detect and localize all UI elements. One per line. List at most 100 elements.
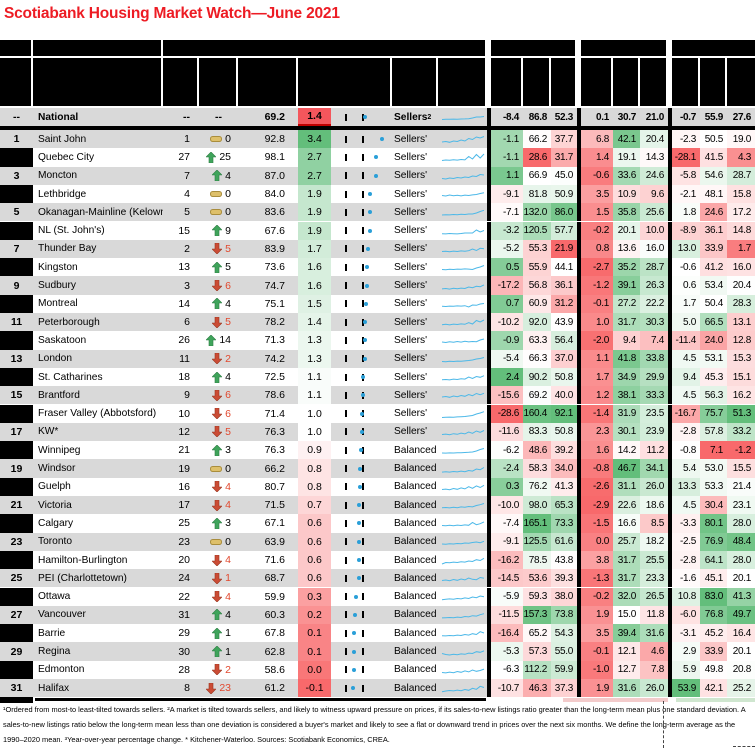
sparkline-cell: [438, 459, 487, 477]
sparkline-chart: [441, 302, 484, 308]
stddev-heat-cell: 1.9: [298, 221, 331, 240]
sparkline-cell: [438, 331, 487, 349]
heatmap-value-cell: 7.4: [640, 331, 668, 350]
heatmap-value-cell: 120.5: [523, 221, 551, 240]
heatmap-value-cell: -28.1: [672, 148, 700, 167]
sparkline-chart: [441, 577, 484, 582]
bullet-tick: [362, 113, 364, 121]
flat-dash-icon: [210, 136, 223, 143]
sales-to-listings-ratio: 67.1: [264, 517, 285, 530]
city-label: London: [38, 353, 72, 365]
heatmap-value-cell: 16.4: [727, 624, 755, 643]
heatmap-value-cell: -0.6: [581, 166, 613, 185]
city-label: St. Catharines: [38, 371, 103, 383]
sales-to-listings-ratio: 59.9: [264, 590, 285, 603]
heatmap-value-cell: -1.5: [581, 514, 613, 533]
heatmap-value-cell: -11.4: [672, 331, 700, 350]
rank-change-value: 4: [225, 169, 231, 182]
heatmap-value-cell: 41.5: [700, 148, 727, 167]
stddev-heat-cell: 1.6: [298, 276, 331, 295]
rank-change-cell: 4: [199, 496, 238, 514]
heatmap-value-cell: 20.8: [727, 660, 755, 679]
bullet-chart: [331, 459, 392, 477]
heatmap-value-cell: 8.5: [640, 514, 668, 533]
rank-change-value: 4: [225, 371, 231, 384]
heatmap-value-cell: -7.4: [491, 514, 523, 533]
heatmap-value-cell: 60.9: [523, 294, 551, 313]
heatmap-value-cell: -10.2: [491, 313, 523, 332]
rank-change-value: 9: [225, 224, 231, 237]
market-balance-label: Sellers': [394, 298, 428, 310]
bullet-tick: [345, 629, 347, 637]
heatmap-value-cell: -2.6: [581, 477, 613, 496]
group-divider: [577, 386, 581, 405]
group-divider: [668, 532, 672, 551]
bullet-tick: [345, 556, 347, 564]
bullet-chart: [331, 295, 392, 313]
up-arrow-icon: [212, 609, 223, 621]
bullet-tick: [345, 172, 347, 180]
heatmap-value-cell: 45.2: [700, 624, 727, 643]
city-label: Vancouver: [38, 609, 86, 621]
group-divider: [577, 459, 581, 478]
bullet-tick: [362, 593, 364, 601]
table-row: 17 KW* 12 5 76.3 1.0 Sellers' -11.6 83.3 50.8 2.3 3…: [0, 422, 755, 442]
stddev-heat-cell: 0.3: [298, 587, 331, 606]
heatmap-value-cell: 25.5: [640, 550, 668, 570]
heatmap-value-cell: 42.1: [613, 130, 640, 149]
up-arrow-icon: [212, 170, 223, 182]
heatmap-value-cell: 51.3: [727, 404, 755, 423]
heatmap-value-cell: 12.1: [613, 642, 640, 661]
sparkline-chart: [441, 503, 484, 509]
up-arrow-icon: [212, 298, 223, 310]
group-divider: [577, 331, 581, 350]
bullet-tick: [345, 245, 347, 253]
group-divider: [668, 258, 672, 277]
market-balance-label: Balanced: [394, 444, 437, 456]
header-cell: [163, 40, 485, 56]
bullet-tick: [345, 501, 347, 509]
rank-change-value: 0: [225, 188, 231, 201]
table-row: 31 Halifax 8 23 61.2 -0.1 Balanced -10.7 46.3 37.…: [0, 679, 755, 698]
heatmap-value-cell: 1.4: [581, 148, 613, 167]
heatmap-value-cell: 112.2: [523, 660, 551, 679]
heatmap-value-cell: -8.4: [491, 108, 523, 126]
down-arrow-icon: [212, 408, 223, 420]
group-divider: [577, 514, 581, 533]
bullet-chart: [331, 624, 392, 642]
rank-cell: [0, 294, 33, 313]
heatmap-value-cell: 57.7: [551, 221, 577, 240]
heatmap-value-cell: -15.6: [491, 386, 523, 405]
heatmap-value-cell: -5.4: [491, 349, 523, 368]
current-rank: 21: [178, 444, 190, 457]
heatmap-value-cell: 1.2: [581, 386, 613, 405]
group-divider: [577, 550, 581, 570]
sparkline-chart: [441, 247, 484, 253]
market-balance-label: Balanced: [394, 499, 437, 511]
bullet-tick: [345, 391, 347, 399]
heatmap-value-cell: -1.6: [672, 569, 700, 588]
group-divider: [668, 386, 672, 405]
heatmap-value-cell: 49.7: [727, 605, 755, 625]
table-bottom-strip-black: [0, 697, 33, 703]
heatmap-value-cell: 42.1: [700, 679, 727, 698]
table-row: 7 Thunder Bay 2 5 83.9 1.7 Sellers' -5.2 55.3 21.…: [0, 239, 755, 259]
bullet-chart: [331, 185, 392, 203]
bullet-chart: [331, 514, 392, 532]
heatmap-value-cell: 9.4: [613, 331, 640, 350]
header-cell: [581, 40, 666, 56]
bullet-marker-dot: [350, 686, 355, 691]
current-rank: 20: [178, 554, 190, 567]
up-arrow-icon: [206, 334, 217, 346]
heatmap-value-cell: 31.6: [613, 679, 640, 698]
current-rank: 11: [179, 352, 190, 365]
sales-to-listings-ratio: 60.3: [264, 608, 285, 621]
city-label: KW*: [38, 426, 59, 438]
heatmap-value-cell: 53.4: [700, 276, 727, 295]
heatmap-value-cell: 23.1: [727, 496, 755, 515]
bullet-chart: [331, 276, 392, 294]
heatmap-value-cell: -3.3: [672, 514, 700, 533]
bullet-tick: [362, 153, 364, 161]
heatmap-value-cell: -2.3: [672, 130, 700, 149]
heatmap-value-cell: 78.5: [523, 550, 551, 570]
